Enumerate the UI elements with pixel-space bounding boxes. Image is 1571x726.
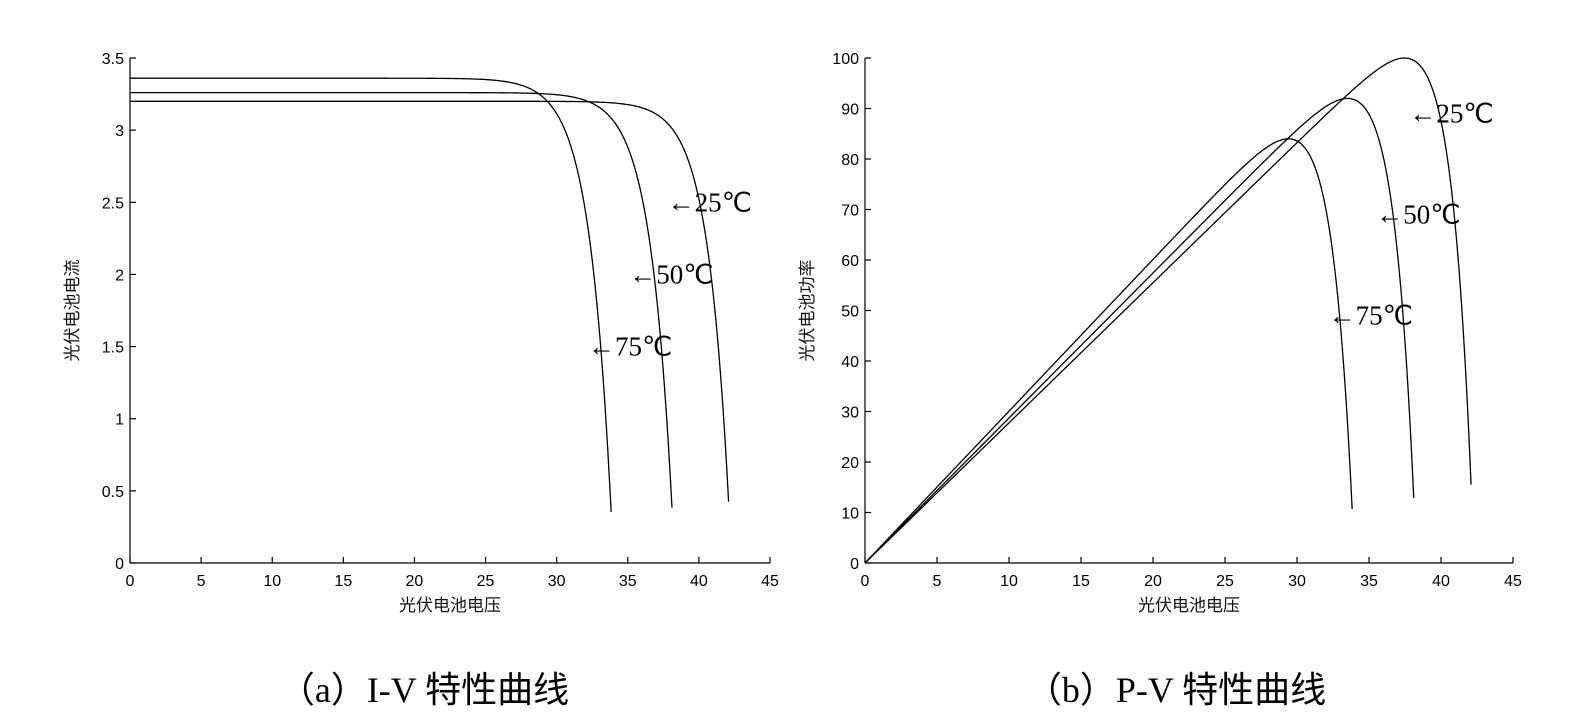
- iv-y-tick-label: 2.5: [102, 195, 124, 212]
- iv-y-tick-label: 0: [115, 556, 124, 573]
- iv-annotation-50c: ←50℃: [629, 259, 713, 289]
- pv-x-tick-label: 0: [861, 573, 870, 590]
- iv-x-tick-label: 10: [263, 573, 281, 590]
- pv-y-tick-label: 80: [841, 152, 859, 169]
- iv-x-tick-label: 40: [690, 573, 708, 590]
- iv-x-tick-label: 45: [761, 573, 779, 590]
- iv-x-tick-label: 5: [197, 573, 206, 590]
- iv-y-tick-label: 3: [115, 123, 124, 140]
- pv-x-tick-label: 45: [1504, 573, 1522, 590]
- pv-y-axis-label: 光伏电池功率: [798, 260, 818, 362]
- pv-x-axis-label: 光伏电池电压: [1138, 596, 1240, 616]
- pv-x-tick-label: 30: [1288, 573, 1306, 590]
- iv-y-tick-label: 1: [115, 412, 124, 429]
- pv-y-tick-label: 100: [832, 51, 859, 68]
- iv-y-tick-label: 0.5: [102, 484, 124, 501]
- pv-annotation-25c: ←25℃: [1409, 99, 1493, 129]
- iv-caption: （a）I-V 特性曲线: [279, 670, 569, 710]
- pv-x-tick-label: 20: [1144, 573, 1162, 590]
- iv-x-tick-label: 20: [406, 573, 424, 590]
- pv-y-tick-label: 30: [841, 405, 859, 422]
- pv-curve-75c: [864, 138, 1353, 564]
- iv-x-axis-label: 光伏电池电压: [399, 596, 501, 616]
- iv-x-tick-label: 15: [334, 573, 352, 590]
- iv-x-tick-label: 35: [619, 573, 637, 590]
- iv-x-tick-label: 30: [548, 573, 566, 590]
- pv-chart: 0 5 10 15 20 25 30 35 40 45 0 10 20 30 40 50 60 70 80 90 100…: [798, 51, 1522, 616]
- pv-y-tick-label: 40: [841, 354, 859, 371]
- iv-x-tick-label: 25: [477, 573, 495, 590]
- iv-curve-75c: [130, 77, 612, 513]
- pv-y-tick-label: 60: [841, 253, 859, 270]
- pv-y-tick-label: 20: [841, 455, 859, 472]
- pv-y-tick-label: 50: [841, 304, 859, 321]
- iv-y-axis-label: 光伏电池电流: [63, 260, 83, 362]
- iv-curve-25c: [130, 100, 730, 502]
- pv-x-tick-label: 40: [1432, 573, 1450, 590]
- pv-x-tick-label: 25: [1216, 573, 1234, 590]
- iv-annotation-75c: ←75℃: [588, 332, 672, 362]
- pv-x-tick-label: 5: [933, 573, 942, 590]
- pv-y-tick-label: 10: [841, 506, 859, 523]
- pv-y-tick-label: 90: [841, 102, 859, 119]
- pv-y-tick-label: 0: [850, 556, 859, 573]
- pv-curve-50c: [864, 97, 1415, 564]
- iv-curve-50c: [130, 91, 673, 508]
- iv-x-tick-label: 0: [126, 573, 135, 590]
- iv-y-tick-label: 2: [115, 267, 124, 284]
- pv-x-tick-label: 35: [1360, 573, 1378, 590]
- iv-annotation-25c: ←25℃: [668, 187, 752, 217]
- pv-annotation-75c: ←75℃: [1329, 301, 1413, 331]
- pv-y-tick-label: 70: [841, 203, 859, 220]
- pv-curve-25c: [864, 57, 1472, 564]
- pv-caption: （b）P-V 特性曲线: [1026, 670, 1326, 710]
- pv-x-tick-label: 10: [1000, 573, 1018, 590]
- iv-y-tick-label: 1.5: [102, 340, 124, 357]
- iv-chart: 0 5 10 15 20 25 30 35 40 45 0 0.5 1 1.5 2 2.5 3 3.5 光伏电池电压…: [63, 51, 779, 616]
- iv-y-tick-label: 3.5: [102, 51, 124, 68]
- pv-annotation-50c: ←50℃: [1376, 200, 1460, 230]
- pv-x-tick-label: 15: [1072, 573, 1090, 590]
